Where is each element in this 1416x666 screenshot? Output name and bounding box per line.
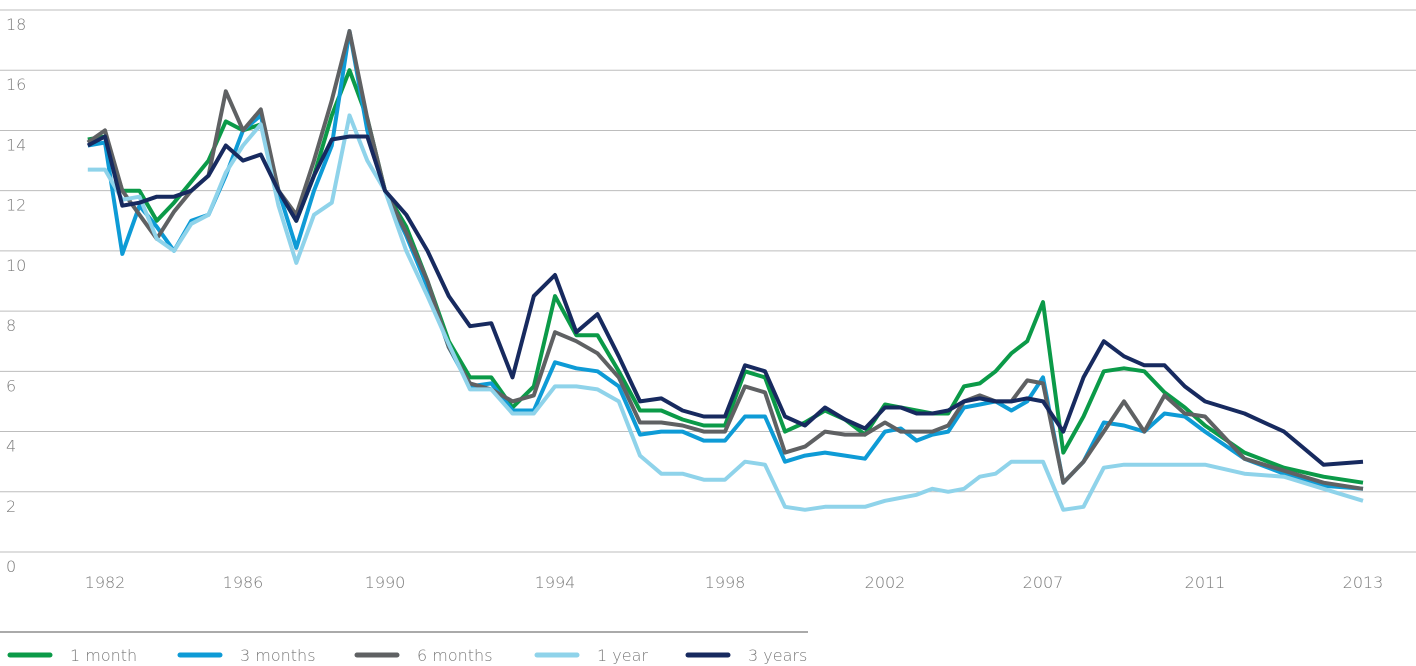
y-tick-label: 12	[6, 196, 26, 215]
series-line	[86, 134, 1364, 467]
y-tick-label: 18	[6, 15, 26, 34]
legend-label: 1 month	[70, 646, 137, 665]
legend-label: 3 months	[240, 646, 316, 665]
y-tick-label: 4	[6, 437, 16, 456]
x-tick-label: 2011	[1185, 573, 1226, 592]
x-tick-label: 2002	[865, 573, 906, 592]
y-tick-label: 14	[6, 135, 26, 154]
x-tick-label: 1998	[705, 573, 746, 592]
x-tick-label: 2007	[1023, 573, 1064, 592]
series-line	[87, 113, 1364, 512]
y-tick-label: 6	[6, 376, 16, 395]
series-line	[86, 29, 1364, 491]
y-tick-label: 10	[6, 256, 26, 275]
y-tick-label: 8	[6, 316, 16, 335]
y-tick-label: 2	[6, 497, 16, 516]
y-tick-label: 0	[6, 557, 16, 576]
x-tick-label: 1990	[365, 573, 406, 592]
x-tick-label: 2013	[1343, 573, 1384, 592]
x-tick-label: 1994	[535, 573, 576, 592]
series-line	[87, 68, 1364, 485]
legend-label: 6 months	[417, 646, 493, 665]
legend-label: 1 year	[597, 646, 648, 665]
x-tick-label: 1982	[85, 573, 126, 592]
legend-label: 3 years	[748, 646, 807, 665]
y-tick-label: 16	[6, 75, 26, 94]
x-tick-label: 1986	[223, 573, 264, 592]
